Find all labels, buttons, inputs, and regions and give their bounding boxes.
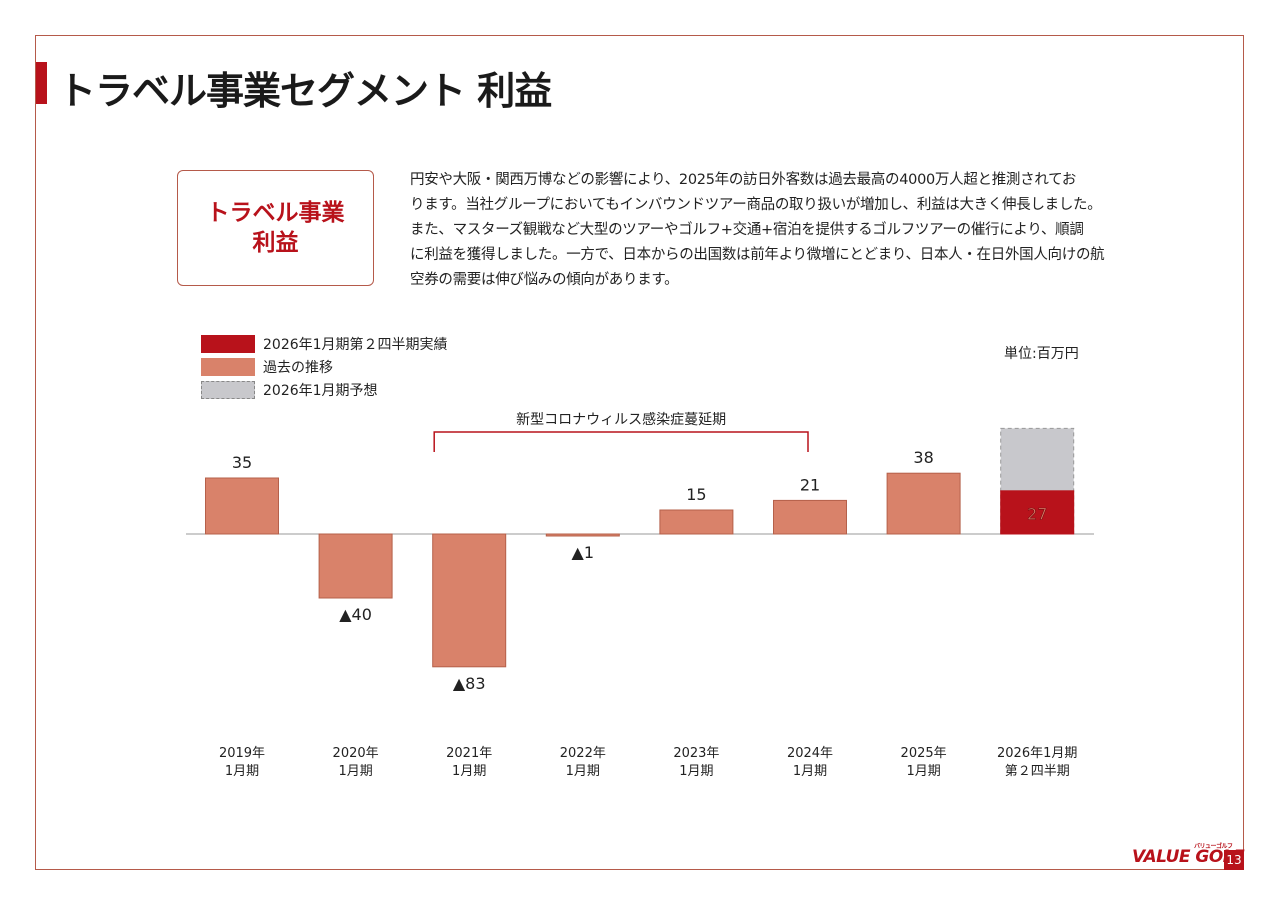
segment-label-line2: 利益 (252, 230, 299, 256)
legend-swatch-past (201, 357, 255, 376)
category-label: 2026年1月期 (997, 746, 1077, 761)
category-label: 1月期 (566, 764, 600, 779)
segment-label-line1: トラベル事業 (206, 200, 345, 226)
bar (1000, 490, 1075, 535)
category-label: 1月期 (679, 764, 713, 779)
covid-period-label: 新型コロナウィルス感染症蔓延期 (516, 411, 726, 428)
category-label: 2021年 (446, 746, 492, 761)
category-label: 2023年 (673, 746, 719, 761)
category-label: 2020年 (333, 746, 379, 761)
bar-value-label: ▲1 (572, 543, 594, 562)
description-line: 空券の需要は伸び悩みの傾向があります。 (410, 272, 679, 288)
description-line: に利益を獲得しました。一方で、日本からの出国数は前年より微増にとどまり、日本人・… (410, 247, 1105, 263)
bar (545, 533, 620, 537)
category-label: 1月期 (338, 764, 372, 779)
bar-value-label: ▲83 (453, 674, 486, 693)
bar-value-label: 21 (800, 475, 820, 494)
legend-swatch-actual (201, 334, 255, 353)
description: 円安や大阪・関西万博などの影響により、2025年の訪日外客数は過去最高の4000… (410, 168, 1110, 293)
bar-value-label: 15 (686, 485, 706, 504)
legend-item-past: 過去の推移 (201, 355, 448, 378)
legend-label: 過去の推移 (263, 359, 333, 376)
legend-item-actual: 2026年1月期第２四半期実績 (201, 332, 448, 355)
logo-small-text: バリューゴルフ (1194, 843, 1233, 850)
bar (318, 533, 393, 599)
unit-label: 単位:百万円 (1004, 346, 1079, 362)
bar (205, 477, 279, 535)
bar-value-label: 35 (232, 453, 252, 472)
covid-period-bracket (433, 431, 809, 452)
chart-legend: 2026年1月期第２四半期実績 過去の推移 2026年1月期予想 (201, 332, 448, 401)
segment-label-box: トラベル事業 利益 (177, 170, 374, 286)
value-golf-logo: VALUE GOLF バリューゴルフ (1132, 843, 1245, 867)
category-label: 2019年 (219, 746, 265, 761)
bar-value-label: ▲40 (339, 605, 372, 624)
category-label: 1月期 (793, 764, 827, 779)
bar (659, 509, 734, 535)
category-label: 2024年 (787, 746, 833, 761)
description-line: 円安や大阪・関西万博などの影響により、2025年の訪日外客数は過去最高の4000… (410, 172, 1077, 188)
category-label: 1月期 (225, 764, 259, 779)
title-accent-bar (36, 62, 47, 104)
description-line: ります。当社グループにおいてもインバウンドツアー商品の取り扱いが増加し、利益は大… (410, 197, 1102, 213)
bar (886, 472, 961, 535)
bar (773, 499, 847, 535)
bar-value-label: 27 (1027, 504, 1047, 523)
legend-swatch-forecast (201, 380, 255, 399)
category-label: 1月期 (452, 764, 486, 779)
category-label: 2025年 (901, 746, 947, 761)
legend-item-forecast: 2026年1月期予想 (201, 378, 448, 401)
bar (432, 533, 507, 668)
legend-label: 2026年1月期第２四半期実績 (263, 336, 448, 353)
category-label: 第２四半期 (1005, 764, 1070, 779)
category-label: 1月期 (906, 764, 940, 779)
description-line: また、マスターズ観戦など大型のツアーやゴルフ+交通+宿泊を提供するゴルフツアーの… (410, 222, 1084, 238)
page-number: 13 (1224, 850, 1244, 870)
page-title: トラベル事業セグメント 利益 (58, 69, 552, 113)
slide-frame (35, 35, 1244, 870)
logo-text: VALUE GOLF (1132, 847, 1245, 867)
legend-label: 2026年1月期予想 (263, 382, 378, 399)
category-label: 2022年 (560, 746, 606, 761)
bar-value-label: 38 (913, 448, 933, 467)
